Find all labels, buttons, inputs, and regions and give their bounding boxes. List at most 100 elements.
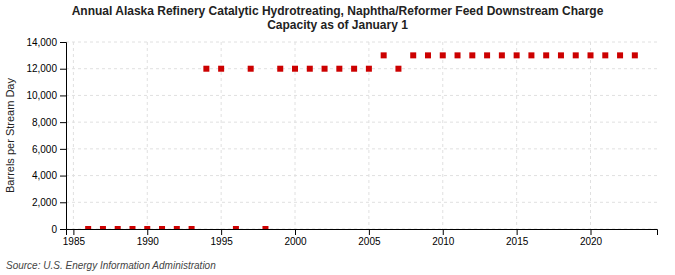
y-tick: 8,000 <box>32 117 66 128</box>
point <box>440 52 446 58</box>
point <box>514 52 520 58</box>
point <box>573 52 579 58</box>
x-tick-mark <box>369 229 370 235</box>
x-tick-mark <box>147 229 148 235</box>
y-grid-line <box>66 175 657 176</box>
y-tick-label: 6,000 <box>32 144 57 155</box>
point <box>189 226 195 229</box>
point <box>159 226 165 229</box>
title: Annual Alaska Refinery Catalytic Hydrotr… <box>72 4 604 32</box>
y-grid-line <box>66 68 657 69</box>
x-tick: 1995 <box>211 229 234 247</box>
x-tick-mark <box>443 229 444 235</box>
x-tick-mark <box>295 229 296 235</box>
x-tick: 2005 <box>358 229 381 247</box>
x-tick-mark <box>73 229 74 235</box>
point <box>366 66 372 72</box>
point <box>632 52 638 58</box>
y-tick-mark <box>60 69 66 70</box>
x-tick-mark <box>517 229 518 235</box>
point <box>115 226 121 229</box>
x-tick: 2000 <box>284 229 307 247</box>
x-tick-label: 2000 <box>284 236 307 247</box>
y-axis: 0 2,000 4,000 6,000 8,000 10,000 12,000 14,000 <box>26 37 66 235</box>
x-tick-label: 2020 <box>580 236 603 247</box>
x-tick: 1990 <box>137 229 160 247</box>
point <box>292 66 298 72</box>
x-tick-mark <box>221 229 222 235</box>
y-axis-title: Barrels per Stream Day <box>4 78 16 193</box>
y-tick: 12,000 <box>26 63 66 74</box>
point <box>484 52 490 58</box>
x-grid-line <box>590 42 591 229</box>
point <box>248 66 254 72</box>
y-tick-mark <box>60 176 66 177</box>
point <box>617 52 623 58</box>
y-grid-line <box>66 122 657 123</box>
y-tick: 6,000 <box>32 144 66 155</box>
y-tick-mark <box>60 229 66 230</box>
point <box>218 66 224 72</box>
x-tick-mark <box>591 229 592 235</box>
point <box>381 52 387 58</box>
point <box>602 52 608 58</box>
x-tick-label: 1995 <box>211 236 234 247</box>
x-grid-line <box>516 42 517 229</box>
point <box>307 66 313 72</box>
point <box>395 66 401 72</box>
y-tick: 14,000 <box>26 37 66 48</box>
y-tick-label: 8,000 <box>32 117 57 128</box>
point <box>144 226 150 229</box>
x-tick: 2020 <box>580 229 603 247</box>
point <box>174 226 180 229</box>
y-tick-label: 12,000 <box>26 63 57 74</box>
x-grid-line <box>73 42 74 229</box>
x-grid-line <box>442 42 443 229</box>
chart: Annual Alaska Refinery Catalytic Hydrotr… <box>0 0 675 275</box>
y-tick-mark <box>60 149 66 150</box>
point <box>262 226 268 229</box>
y-tick-mark <box>60 42 66 43</box>
x-axis-line <box>67 230 658 236</box>
title-line: Capacity as of January 1 <box>267 18 408 32</box>
point <box>233 226 239 229</box>
y-tick-label: 10,000 <box>26 90 57 101</box>
x-grid-line <box>147 42 148 229</box>
y-tick-label: 4,000 <box>32 170 57 181</box>
point <box>85 226 91 229</box>
y-tick-mark <box>60 202 66 203</box>
point <box>425 52 431 58</box>
title-line: Annual Alaska Refinery Catalytic Hydrotr… <box>72 4 604 18</box>
y-grid-line <box>66 95 657 96</box>
x-tick: 2015 <box>506 229 529 247</box>
x-tick-label: 2010 <box>432 236 455 247</box>
y-tick: 4,000 <box>32 170 66 181</box>
point <box>410 52 416 58</box>
y-tick-label: 2,000 <box>32 197 57 208</box>
point <box>277 66 283 72</box>
y-tick-label: 0 <box>51 224 57 235</box>
point <box>336 66 342 72</box>
y-grid-line <box>66 202 657 203</box>
points <box>85 52 638 229</box>
point <box>469 52 475 58</box>
point <box>558 52 564 58</box>
y-grid-line <box>66 148 657 149</box>
y-tick-mark <box>60 95 66 96</box>
grid <box>66 42 657 229</box>
y-axis-line <box>60 43 67 230</box>
annotation: Source: U.S. Energy Information Administ… <box>6 260 216 271</box>
x-tick-label: 1990 <box>137 236 160 247</box>
x-axis: 1985 1990 1995 2000 2005 2010 2015 2020 <box>63 229 658 247</box>
point <box>543 52 549 58</box>
point <box>351 66 357 72</box>
x-tick-label: 1985 <box>63 236 86 247</box>
x-tick: 1985 <box>63 229 86 247</box>
point <box>499 52 505 58</box>
y-tick: 2,000 <box>32 197 66 208</box>
point <box>322 66 328 72</box>
y-tick: 0 <box>51 224 66 235</box>
x-tick-label: 2015 <box>506 236 529 247</box>
y-tick-mark <box>60 122 66 123</box>
point <box>203 66 209 72</box>
